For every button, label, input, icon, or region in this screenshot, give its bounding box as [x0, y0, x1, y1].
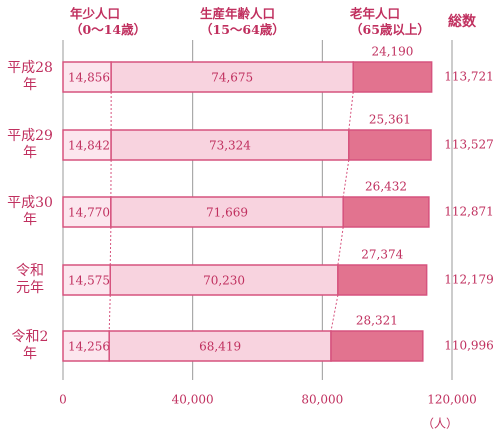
connector — [342, 159, 350, 198]
bar-segment — [352, 61, 433, 93]
connector — [108, 294, 111, 332]
total-label: 113,527 — [444, 138, 494, 152]
category-label: 平成28 年 — [7, 60, 53, 93]
value-label: 14,842 — [68, 139, 110, 153]
series-header: 老年人口 （65歳以上） — [350, 6, 430, 37]
value-label: 70,230 — [203, 274, 245, 288]
connector — [337, 226, 344, 266]
value-label: 27,374 — [361, 248, 403, 262]
bar-segment — [337, 264, 428, 296]
x-tick-label: 40,000 — [172, 393, 214, 407]
value-label: 73,324 — [209, 139, 251, 153]
series-header: 年少人口 （0～14歳） — [70, 6, 147, 37]
connector — [348, 91, 354, 131]
value-label: 14,256 — [68, 340, 110, 354]
value-label: 24,190 — [371, 45, 413, 59]
value-label: 74,675 — [211, 71, 253, 85]
x-unit: （人） — [422, 417, 458, 431]
bar-segment — [342, 196, 430, 228]
category-label: 平成29 年 — [7, 128, 53, 161]
value-label: 28,321 — [356, 314, 398, 328]
total-label: 113,721 — [444, 70, 494, 84]
bar-segment — [110, 196, 344, 228]
connector — [109, 226, 112, 266]
category-label: 令和 元年 — [16, 263, 44, 296]
value-label: 68,419 — [199, 340, 241, 354]
bar-segment — [62, 129, 112, 161]
totals-header: 総数 — [448, 14, 476, 30]
bar-segment — [62, 61, 112, 93]
total-label: 110,996 — [444, 339, 494, 353]
value-label: 14,856 — [68, 71, 110, 85]
value-label: 25,361 — [369, 113, 411, 127]
value-label: 14,575 — [68, 274, 110, 288]
value-label: 71,669 — [206, 206, 248, 220]
total-label: 112,179 — [444, 273, 494, 287]
connector — [330, 294, 339, 332]
x-tick-label: 80,000 — [301, 393, 343, 407]
category-label: 令和2 年 — [11, 329, 49, 362]
bar-segment — [110, 61, 354, 93]
bar-segment — [108, 330, 332, 362]
total-label: 112,871 — [444, 205, 494, 219]
bar-segment — [330, 330, 424, 362]
bar-segment — [110, 129, 350, 161]
bar-segment — [348, 129, 432, 161]
x-tick-label: 0 — [59, 393, 67, 407]
x-tick-label: 120,000 — [427, 393, 477, 407]
series-header: 生産年齢人口 （15～64歳） — [200, 6, 285, 37]
category-label: 平成30 年 — [7, 195, 53, 228]
value-label: 14,770 — [68, 206, 110, 220]
value-label: 26,432 — [365, 180, 407, 194]
